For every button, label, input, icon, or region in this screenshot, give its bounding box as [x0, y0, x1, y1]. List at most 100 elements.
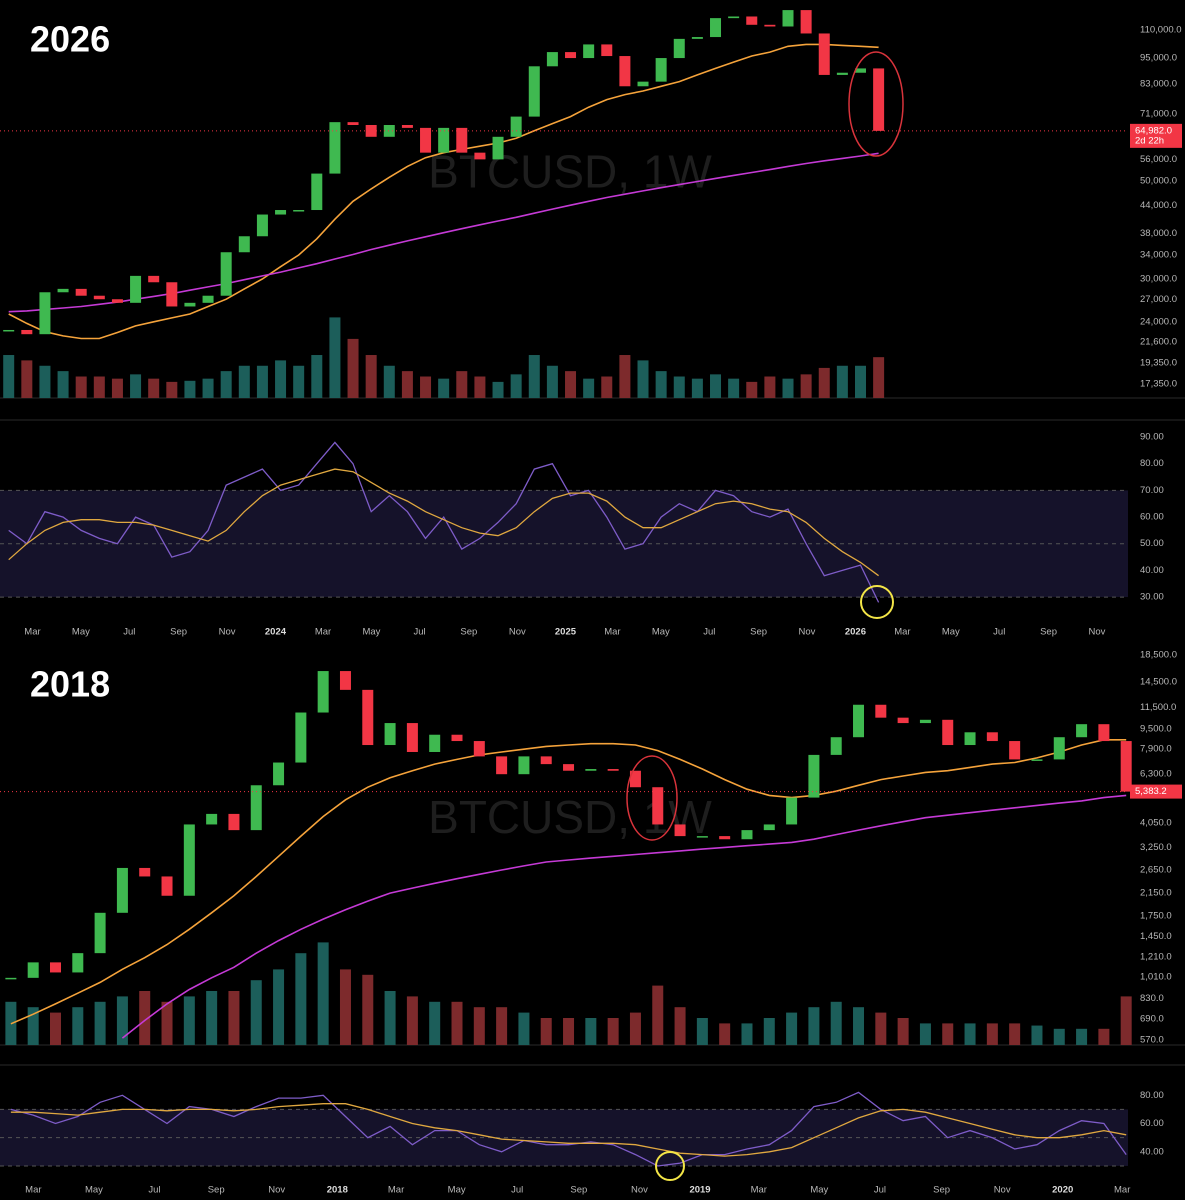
- volume-bar: [256, 365, 268, 398]
- volume-bar: [365, 355, 377, 398]
- x-tick-label: Mar: [388, 1185, 404, 1196]
- volume-bar: [273, 969, 285, 1045]
- candle: [130, 275, 142, 303]
- candle: [183, 824, 195, 896]
- volume-bar: [873, 357, 885, 398]
- candle: [540, 756, 552, 765]
- candle: [746, 16, 758, 25]
- x-tick-label: Mar: [604, 627, 620, 638]
- y-tick-label: 90.00: [1140, 432, 1164, 443]
- volume-bar: [384, 991, 396, 1045]
- candle: [710, 18, 722, 38]
- y-tick-label: 95,000.0: [1140, 53, 1177, 64]
- candle: [311, 173, 323, 211]
- candle: [830, 737, 842, 755]
- volume-bar: [93, 376, 105, 398]
- volume-bar: [853, 1007, 865, 1045]
- volume-bar: [473, 1007, 485, 1045]
- volume-bar: [986, 1023, 998, 1045]
- volume-bar: [808, 1007, 820, 1045]
- x-tick-label: 2020: [1052, 1185, 1073, 1196]
- volume-bar: [139, 991, 151, 1045]
- volume-bar: [964, 1023, 976, 1045]
- y-tick-label: 1,210.0: [1140, 951, 1172, 962]
- y-tick-label: 40.00: [1140, 1146, 1164, 1157]
- volume-bar: [347, 338, 359, 398]
- candle: [317, 671, 329, 713]
- candle: [619, 56, 631, 87]
- volume-bar: [637, 360, 649, 398]
- volume-bar: [691, 378, 703, 398]
- candle: [474, 152, 486, 160]
- y-tick-label: 9,500.0: [1140, 723, 1172, 734]
- candle: [250, 785, 262, 831]
- candle: [492, 136, 504, 160]
- y-tick-label: 70.00: [1140, 485, 1164, 496]
- volume-bar: [456, 371, 468, 398]
- volume-bar: [206, 991, 218, 1045]
- candle: [637, 81, 649, 87]
- x-tick-label: May: [652, 627, 670, 638]
- rsi-line: [10, 1091, 1127, 1167]
- candle: [873, 68, 885, 131]
- x-tick-label: May: [72, 627, 90, 638]
- candle: [585, 769, 597, 771]
- volume-bar: [619, 355, 631, 398]
- watermark: BTCUSD, 1W: [428, 145, 712, 197]
- candle: [438, 127, 450, 153]
- moving-average-line: [121, 794, 1127, 1039]
- volume-bar: [673, 376, 685, 398]
- x-tick-label: Sep: [170, 627, 187, 638]
- candle: [339, 671, 351, 690]
- candle: [49, 962, 61, 973]
- candle: [763, 824, 775, 831]
- x-tick-label: Nov: [631, 1185, 648, 1196]
- volume-bar: [228, 991, 240, 1045]
- y-tick-label: 110,000.0: [1140, 24, 1182, 35]
- volume-bar: [202, 378, 214, 398]
- volume-bar: [655, 371, 667, 398]
- highlight-circle: [860, 585, 894, 619]
- volume-bar: [339, 969, 351, 1045]
- volume-bar: [1053, 1028, 1065, 1045]
- candle: [897, 717, 909, 724]
- candle: [601, 44, 613, 57]
- x-tick-label: May: [448, 1185, 466, 1196]
- candle: [420, 127, 432, 153]
- y-tick-label: 11,500.0: [1140, 702, 1176, 713]
- x-tick-label: 2026: [845, 627, 866, 638]
- y-tick-label: 30.00: [1140, 592, 1164, 603]
- x-tick-label: Sep: [570, 1185, 587, 1196]
- x-tick-label: Mar: [25, 1185, 41, 1196]
- volume-bar: [75, 376, 87, 398]
- y-tick-label: 2,150.0: [1140, 888, 1172, 899]
- candle: [384, 723, 396, 746]
- y-tick-label: 18,500.0: [1140, 650, 1177, 661]
- volume-bar: [741, 1023, 753, 1045]
- volume-bar: [420, 376, 432, 398]
- x-tick-label: Nov: [219, 627, 236, 638]
- volume-bar: [875, 1012, 887, 1045]
- x-tick-label: Sep: [750, 627, 767, 638]
- y-tick-label: 56,000.0: [1140, 154, 1177, 165]
- volume-bar: [1120, 996, 1132, 1045]
- x-tick-label: Nov: [994, 1185, 1011, 1196]
- candle: [3, 329, 15, 332]
- volume-bar: [528, 355, 540, 398]
- volume-bar: [1031, 1025, 1043, 1045]
- candle: [27, 962, 39, 978]
- y-tick-label: 2,650.0: [1140, 865, 1172, 876]
- volume-bar: [362, 974, 374, 1045]
- highlight-ellipse: [848, 51, 904, 157]
- volume-bar: [3, 355, 15, 398]
- volume-bar: [836, 365, 848, 398]
- plot-layer: 110,000.0 95,000.0 83,000.0 71,000.0 56,000.…: [0, 10, 1182, 1196]
- volume-bar: [652, 985, 664, 1045]
- candle: [764, 24, 776, 27]
- volume-bar: [317, 942, 329, 1045]
- candle: [673, 38, 685, 59]
- candle: [691, 37, 703, 39]
- x-tick-label: Mar: [894, 627, 910, 638]
- candle: [273, 762, 285, 786]
- y-tick-label: 50.00: [1140, 538, 1164, 549]
